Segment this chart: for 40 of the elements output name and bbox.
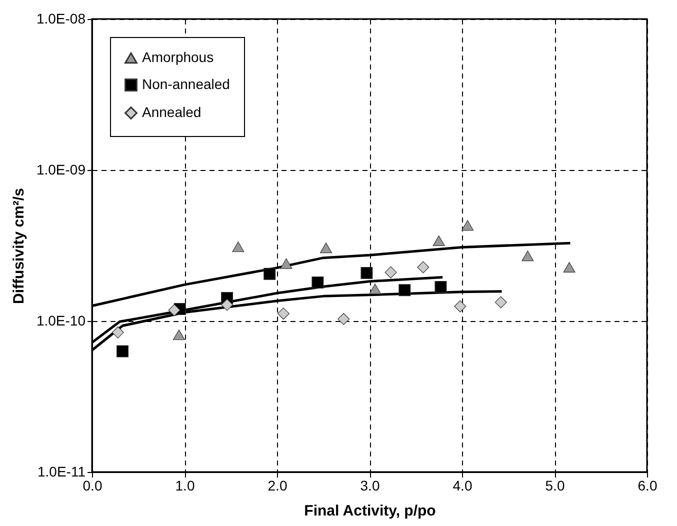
point [221, 298, 234, 311]
point [398, 284, 411, 296]
point [563, 262, 576, 272]
point [232, 242, 244, 252]
x-tick-label: 4.0 [452, 478, 472, 494]
x-tick-label: 3.0 [360, 478, 380, 494]
point [172, 330, 185, 340]
point [522, 250, 534, 262]
x-tick-label: 5.0 [545, 478, 565, 494]
legend-label: Non-annealed [142, 76, 230, 92]
y-tick-label: 1.0E-11 [38, 464, 86, 480]
point [432, 236, 445, 246]
x-axis-title: Final Activity, p/po [304, 502, 436, 520]
point [360, 266, 373, 279]
point [116, 345, 129, 358]
x-tick-label: 1.0 [175, 478, 195, 494]
point [338, 313, 350, 326]
y-tick-label: 1.0E-08 [36, 10, 86, 26]
x-tick-label: 6.0 [638, 478, 658, 494]
point [369, 284, 382, 294]
y-tick-label: 1.0E-10 [36, 312, 86, 328]
point [434, 280, 447, 293]
point [462, 220, 474, 231]
point [320, 242, 332, 254]
x-tick-label: 2.0 [268, 478, 288, 494]
legend-label: Annealed [142, 104, 202, 120]
point [280, 258, 292, 269]
point [494, 296, 507, 308]
point [312, 276, 324, 288]
x-tick-label: 0.0 [82, 478, 102, 494]
point [264, 268, 276, 280]
point [417, 261, 430, 274]
point [277, 308, 290, 320]
y-axis-title: Diffusivity cm²/s [10, 188, 28, 304]
y-tick-label: 1.0E-09 [36, 162, 86, 178]
point [168, 304, 180, 316]
point [384, 266, 397, 278]
point [112, 326, 124, 338]
point [454, 300, 466, 312]
legend-label: Amorphous [142, 49, 214, 65]
